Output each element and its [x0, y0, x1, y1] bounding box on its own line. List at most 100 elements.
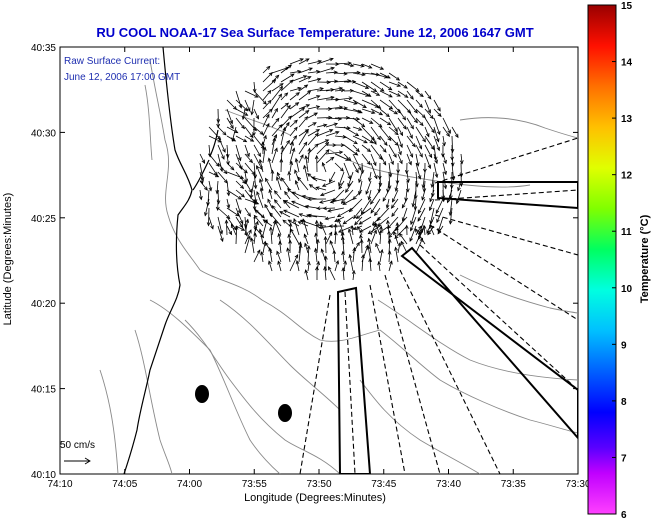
current-vector — [415, 90, 424, 97]
current-vector — [437, 225, 444, 234]
current-vector-head — [268, 72, 273, 77]
current-vector-head — [223, 170, 228, 175]
current-vector-head — [263, 134, 267, 140]
current-vector — [343, 216, 354, 225]
current-vector — [406, 135, 416, 147]
plot-area: Raw Surface Current: June 12, 2006 17:00… — [2, 43, 591, 504]
current-vector — [421, 189, 426, 201]
current-vector-head — [332, 249, 337, 255]
current-vector-head — [307, 76, 312, 80]
current-vector-head — [356, 241, 360, 247]
current-vector — [217, 216, 223, 234]
current-vector — [395, 180, 399, 192]
current-vector — [315, 248, 318, 263]
current-vector-head — [256, 164, 260, 170]
current-vector-head — [230, 223, 235, 229]
current-vector — [424, 153, 431, 169]
current-vector — [352, 72, 366, 76]
current-vector-head — [327, 208, 332, 213]
current-vector-head — [390, 204, 395, 209]
current-vector — [418, 198, 426, 214]
current-vector-head — [325, 141, 330, 146]
current-vector — [199, 153, 205, 164]
current-vector-head — [255, 220, 259, 226]
current-vector-head — [398, 232, 403, 238]
current-vector — [307, 112, 318, 119]
current-vector — [424, 135, 435, 150]
current-vector — [280, 73, 295, 83]
current-vector-head — [288, 222, 293, 227]
current-vector — [289, 87, 302, 92]
current-vector-head — [200, 179, 204, 185]
current-vector — [349, 198, 363, 212]
current-vector — [334, 80, 351, 83]
current-vector-head — [360, 63, 365, 68]
current-vector-head — [265, 113, 270, 119]
current-vector — [226, 117, 234, 129]
current-vector-head — [345, 188, 349, 193]
current-vector — [244, 90, 259, 98]
current-vector-head — [338, 182, 342, 187]
current-vector — [388, 81, 401, 87]
colorbar-tick-label: 6 — [621, 510, 627, 519]
current-vector-head — [304, 242, 308, 247]
current-vector — [429, 189, 435, 202]
current-vector-head — [287, 115, 292, 120]
current-vector-head — [244, 178, 249, 184]
current-vector-head — [329, 178, 333, 183]
current-vector-head — [305, 110, 310, 114]
current-vector — [289, 135, 297, 146]
current-vector — [289, 92, 300, 101]
colorbar-tick-label: 8 — [621, 397, 627, 408]
current-vector — [231, 224, 237, 236]
current-vector — [208, 180, 212, 191]
current-vector-head — [295, 102, 300, 106]
current-vector-head — [413, 109, 418, 114]
current-vector — [244, 219, 249, 236]
current-vector — [387, 216, 399, 229]
current-vector — [307, 106, 320, 110]
current-vector-head — [253, 214, 258, 219]
current-vector-head — [300, 107, 306, 112]
current-vector-head — [311, 176, 316, 181]
current-vector-head — [402, 116, 407, 121]
current-vector — [442, 162, 447, 175]
current-vector-head — [293, 126, 298, 131]
current-vector — [338, 171, 345, 186]
current-vector-head — [234, 225, 239, 230]
current-vector-head — [367, 237, 372, 243]
current-vector — [415, 162, 421, 179]
current-vector-head — [388, 105, 394, 110]
current-vector — [415, 228, 423, 245]
current-vector — [325, 71, 338, 74]
current-vector-head — [297, 221, 302, 225]
current-vector-head — [273, 190, 278, 195]
current-vector-head — [360, 169, 365, 175]
current-vector — [422, 171, 426, 188]
map-title: RU COOL NOAA-17 Sea Surface Temperature:… — [96, 25, 533, 40]
current-vector — [262, 90, 272, 101]
current-vector — [388, 135, 399, 146]
current-vector-head — [313, 112, 319, 117]
current-vector — [388, 126, 399, 135]
current-vector-head — [222, 131, 227, 136]
colorbar: 15 14 13 12 11 10 9 8 7 6 Temperature (°C) — [587, 1, 651, 519]
current-vector — [242, 108, 246, 120]
current-vector — [268, 260, 273, 272]
current-vector — [361, 99, 379, 108]
current-vector — [262, 100, 272, 110]
current-vector-head — [370, 136, 376, 141]
y-axis: 40:35 40:30 40:25 40:20 40:15 40:10 — [31, 43, 578, 481]
current-vector — [378, 261, 381, 272]
current-vector — [370, 189, 381, 205]
current-vector-head — [285, 121, 290, 127]
current-vector-head — [265, 122, 270, 128]
current-vector-head — [253, 184, 258, 190]
current-vector — [204, 198, 210, 216]
current-vector-head — [274, 107, 278, 113]
current-vector-head — [304, 269, 309, 274]
current-vector-head — [443, 184, 448, 190]
current-vector-head — [237, 209, 242, 215]
current-vector — [253, 171, 257, 189]
current-vector — [368, 238, 372, 254]
